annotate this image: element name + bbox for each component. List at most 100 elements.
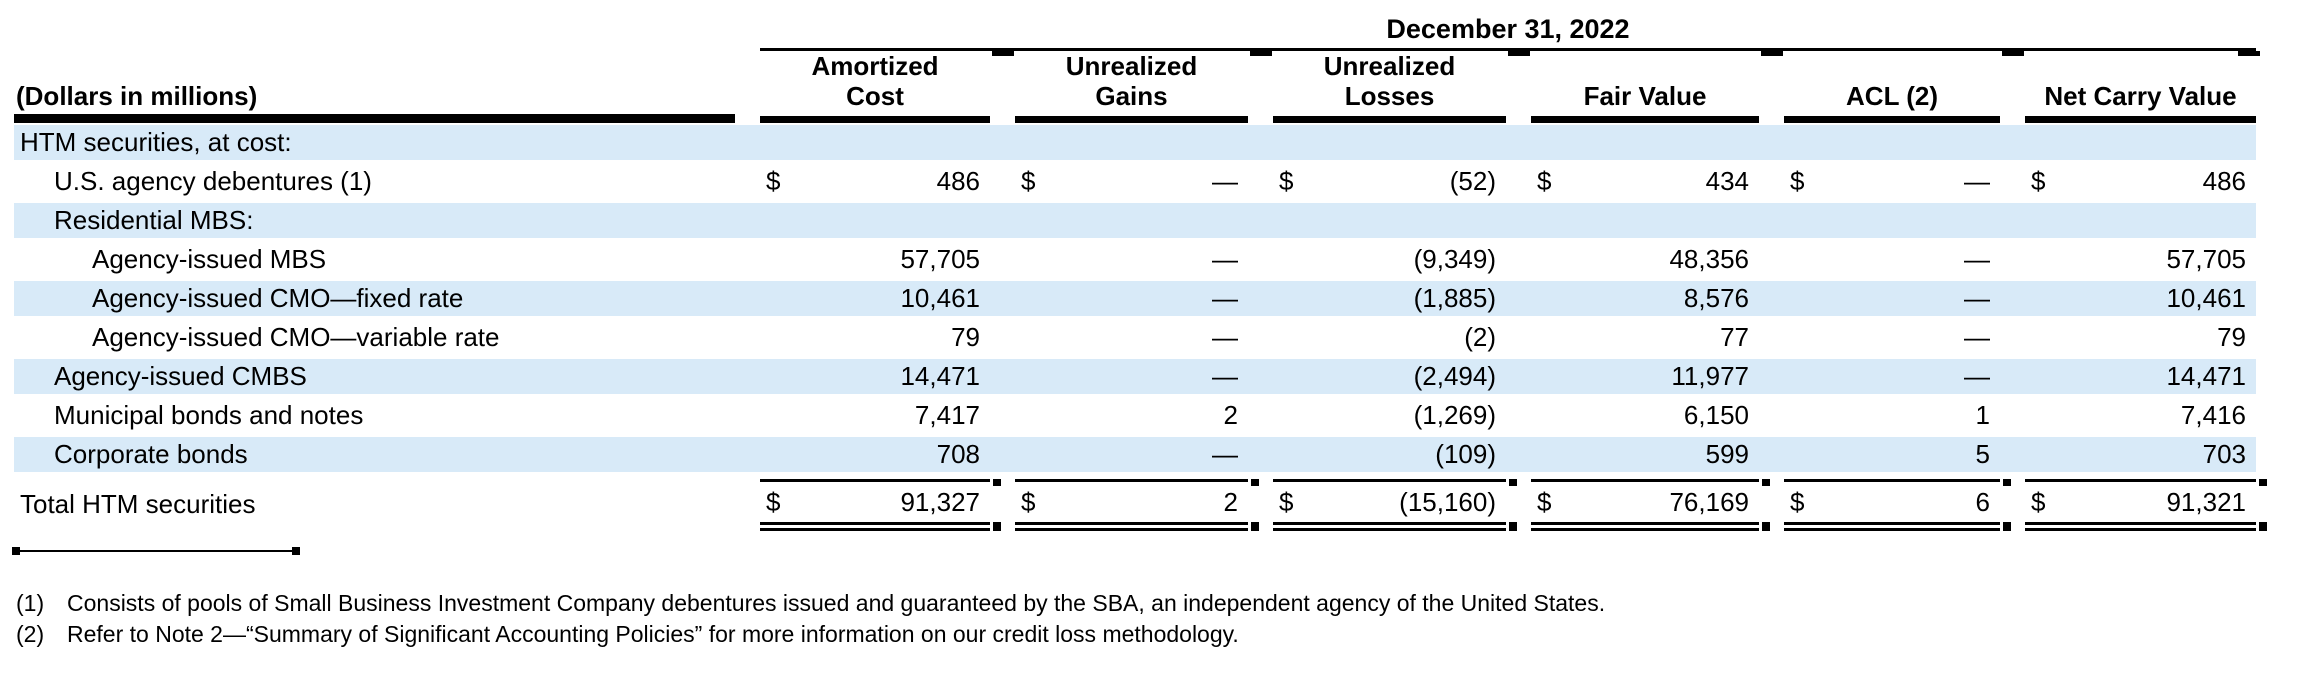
table-row: Residential MBS: <box>14 201 2256 240</box>
cell-value: 486 <box>936 166 980 196</box>
spanner-tick <box>992 51 1014 56</box>
table-row: Agency-issued CMO—variable rate 79 — (2) 77 —… <box>14 318 2256 357</box>
dollar-sign: $ <box>1279 487 1294 517</box>
cell-value: 2 <box>1223 487 1238 517</box>
cell-net-carry-value: 57,705 <box>2025 240 2256 279</box>
col-header-acl: ACL (2) <box>1784 53 2000 123</box>
col-header-fair-value: Fair Value <box>1531 53 1759 123</box>
cell-unrealized-gains: $2 <box>1015 479 1259 531</box>
cell-value: 79 <box>951 322 980 352</box>
cell-value: — <box>1212 283 1238 313</box>
cell-amortized-cost: 10,461 <box>760 279 990 318</box>
table-row: Agency-issued MBS 57,705 — (9,349) 48,356 — 57… <box>14 240 2256 279</box>
cell-unrealized-losses: (2) <box>1273 318 1506 357</box>
cell-net-carry-value: $486 <box>2025 162 2256 201</box>
dollar-sign: $ <box>1790 487 1805 517</box>
cell-value: (9,349) <box>1413 244 1496 274</box>
table-row: U.S. agency debentures (1) $486 $ — $ (52) $43… <box>14 162 2256 201</box>
cell-fair-value <box>1531 201 1759 240</box>
cell-value: 5 <box>1975 439 1990 469</box>
cell-unrealized-gains: — <box>1015 357 1248 396</box>
cell-net-carry-value: $91,321 <box>2025 479 2267 531</box>
cell-value: (1,885) <box>1413 283 1496 313</box>
row-label: Corporate bonds <box>54 439 248 469</box>
cell-net-carry-value: 14,471 <box>2025 357 2256 396</box>
htm-securities-table: December 31, 2022 (Dollars in millions) … <box>14 8 2267 531</box>
cell-value: 91,321 <box>2166 487 2246 517</box>
cell-net-carry-value: 79 <box>2025 318 2256 357</box>
cell-acl: $6 <box>1784 479 2011 531</box>
footnote-marker: (1) <box>16 590 45 616</box>
cell-value: (52) <box>1449 166 1496 196</box>
cell-amortized-cost: $91,327 <box>760 479 1001 531</box>
cell-amortized-cost: $486 <box>760 162 990 201</box>
col-header-amortized-cost: Amortized Cost <box>760 51 990 123</box>
cell-value: — <box>1964 244 1990 274</box>
cell-unrealized-losses: (9,349) <box>1273 240 1506 279</box>
cell-unrealized-losses <box>1273 123 1506 162</box>
cell-net-carry-value: 10,461 <box>2025 279 2256 318</box>
cell-value: 1 <box>1975 400 1990 430</box>
cell-amortized-cost: 57,705 <box>760 240 990 279</box>
cell-value: 2 <box>1223 400 1238 430</box>
spanner-tick <box>1508 51 1530 56</box>
cell-value: 14,471 <box>2166 361 2246 391</box>
cell-fair-value: $434 <box>1531 162 1759 201</box>
cell-value: — <box>1212 439 1238 469</box>
dollar-sign: $ <box>1537 166 1552 196</box>
dollar-sign: $ <box>1021 166 1036 196</box>
cell-value: 14,471 <box>900 361 980 391</box>
dollar-sign: $ <box>766 166 781 196</box>
cell-amortized-cost <box>760 201 990 240</box>
cell-unrealized-gains: $ — <box>1015 162 1248 201</box>
cell-fair-value <box>1531 123 1759 162</box>
cell-amortized-cost: 14,471 <box>760 357 990 396</box>
table-body: HTM securities, at cost: U.S. agency debe… <box>14 123 2267 531</box>
table-row: Corporate bonds 708 — (109) 599 5 703 <box>14 435 2256 474</box>
cell-value: — <box>1964 361 1990 391</box>
cell-amortized-cost: 708 <box>760 435 990 474</box>
footnotes: (1) Consists of pools of Small Business I… <box>14 588 2322 650</box>
period-underline <box>760 48 2260 56</box>
cell-value: — <box>1964 166 1990 196</box>
row-label: Agency-issued CMO—variable rate <box>92 322 500 352</box>
cell-value: 79 <box>2217 322 2246 352</box>
cell-value: — <box>1212 361 1238 391</box>
total-row: Total HTM securities $91,327 $2 $ (15,160) $7… <box>14 479 2267 531</box>
cell-value: — <box>1212 244 1238 274</box>
cell-unrealized-gains: 2 <box>1015 396 1248 435</box>
cell-amortized-cost <box>760 123 990 162</box>
footnote: (2) Refer to Note 2—“Summary of Significa… <box>14 619 2322 650</box>
cell-amortized-cost: 7,417 <box>760 396 990 435</box>
cell-unrealized-losses: $ (15,160) <box>1273 479 1517 531</box>
cell-value: 11,977 <box>1671 361 1749 391</box>
cell-value: 7,416 <box>2180 400 2246 430</box>
footnote: (1) Consists of pools of Small Business I… <box>14 588 2322 619</box>
cell-unrealized-gains: — <box>1015 279 1248 318</box>
cell-value: 48,356 <box>1669 244 1749 274</box>
footnote-text: Consists of pools of Small Business Inve… <box>67 590 1606 616</box>
cell-acl: — <box>1784 318 2000 357</box>
cell-value: (1,269) <box>1413 400 1496 430</box>
cell-value: 434 <box>1705 166 1749 196</box>
cell-value: 599 <box>1705 439 1749 469</box>
dollar-sign: $ <box>2031 487 2046 517</box>
row-label: Agency-issued CMO—fixed rate <box>92 283 464 313</box>
row-label: Residential MBS: <box>54 205 254 235</box>
cell-fair-value: 8,576 <box>1531 279 1759 318</box>
dollar-sign: $ <box>2031 166 2046 196</box>
table-row: HTM securities, at cost: <box>14 123 2256 162</box>
cell-value: 703 <box>2202 439 2246 469</box>
cell-unrealized-losses: (2,494) <box>1273 357 1506 396</box>
cell-fair-value: $76,169 <box>1531 479 1770 531</box>
cell-net-carry-value: 7,416 <box>2025 396 2256 435</box>
cell-value: 8,576 <box>1683 283 1749 313</box>
cell-value: — <box>1212 166 1238 196</box>
cell-value: 708 <box>936 439 980 469</box>
cell-value: 6 <box>1975 487 1990 517</box>
col-header-net-carry-value: Net Carry Value <box>2025 53 2256 123</box>
cell-acl: 1 <box>1784 396 2000 435</box>
cell-acl <box>1784 201 2000 240</box>
cell-value: — <box>1212 322 1238 352</box>
row-label: HTM securities, at cost: <box>20 127 292 157</box>
